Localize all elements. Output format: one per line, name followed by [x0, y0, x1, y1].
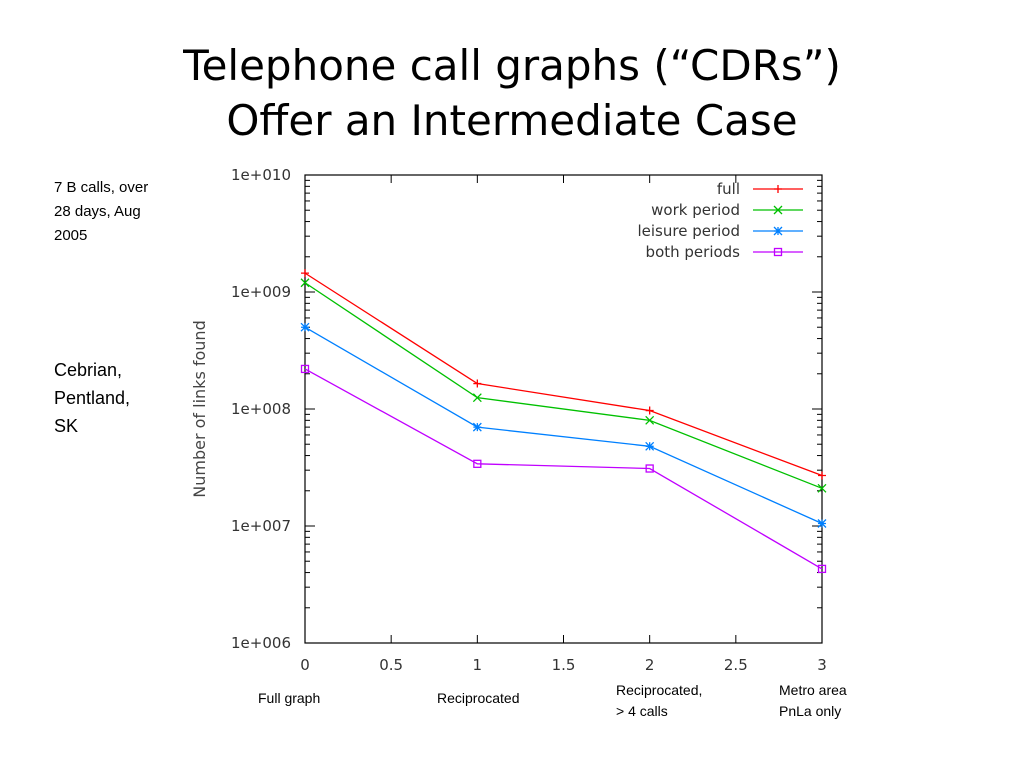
series-line-work-period: [304, 282, 823, 489]
data-point-work-period: [300, 278, 310, 288]
legend-label-leisure-period: leisure period: [637, 222, 740, 240]
y-tick-label: 1e+008: [231, 400, 291, 418]
x-tick-label: 0.5: [379, 656, 403, 674]
y-tick-label: 1e+009: [231, 283, 291, 301]
data-point-leisure-period: [472, 422, 482, 432]
data-point-work-period: [817, 483, 827, 493]
authors-note: Cebrian, Pentland, SK: [54, 360, 131, 436]
y-tick-label: 1e+006: [231, 634, 291, 652]
category-label-reciprocated: Reciprocated: [437, 690, 520, 706]
data-point-both-periods: [645, 464, 654, 473]
legend-marker-work-period: [773, 205, 783, 215]
category-label-metro-area: Metro area PnLa only: [779, 682, 847, 719]
slide-title: Telephone call graphs (“CDRs”) Offer an …: [0, 38, 1024, 148]
data-point-both-periods: [300, 364, 310, 374]
series-line-leisure-period: [304, 326, 823, 525]
data-point-work-period: [472, 393, 482, 403]
series-line-full: [304, 272, 823, 477]
legend-marker-leisure-period: [773, 226, 783, 236]
data-point-full: [301, 269, 309, 278]
legend-marker-both-periods: [773, 247, 783, 257]
legend-label-full: full: [717, 180, 740, 198]
data-point-full: [473, 379, 482, 388]
x-tick-label: 1.5: [552, 656, 576, 674]
data-point-full: [818, 471, 826, 480]
data-point-leisure-period: [300, 322, 310, 332]
data-point-work-period: [645, 415, 655, 425]
legend-label-both-periods: both periods: [646, 243, 741, 261]
x-tick-label: 2.5: [724, 656, 748, 674]
x-tick-label: 2: [645, 656, 655, 674]
category-label-reciprocated-4-calls: Reciprocated, > 4 calls: [616, 682, 703, 719]
category-label-full-graph: Full graph: [258, 690, 321, 706]
slide-title-line-2: Offer an Intermediate Case: [226, 96, 798, 145]
legend-label-work-period: work period: [651, 201, 740, 219]
data-point-both-periods: [817, 564, 827, 574]
data-point-both-periods: [473, 459, 482, 468]
y-tick-label: 1e+007: [231, 517, 291, 535]
data-point-leisure-period: [645, 441, 655, 451]
x-tick-label: 1: [473, 656, 483, 674]
y-axis-label: Number of links found: [190, 320, 209, 497]
data-point-full: [645, 406, 654, 415]
slide-title-line-1: Telephone call graphs (“CDRs”): [183, 41, 841, 90]
y-tick-label: 1e+010: [231, 166, 291, 184]
x-tick-label: 0: [300, 656, 310, 674]
series-line-both-periods: [304, 368, 823, 570]
legend-marker-full: [774, 185, 782, 193]
x-tick-label: 3: [817, 656, 827, 674]
call-stats-note: 7 B calls, over 28 days, Aug 2005: [54, 179, 149, 244]
data-point-leisure-period: [817, 519, 827, 528]
